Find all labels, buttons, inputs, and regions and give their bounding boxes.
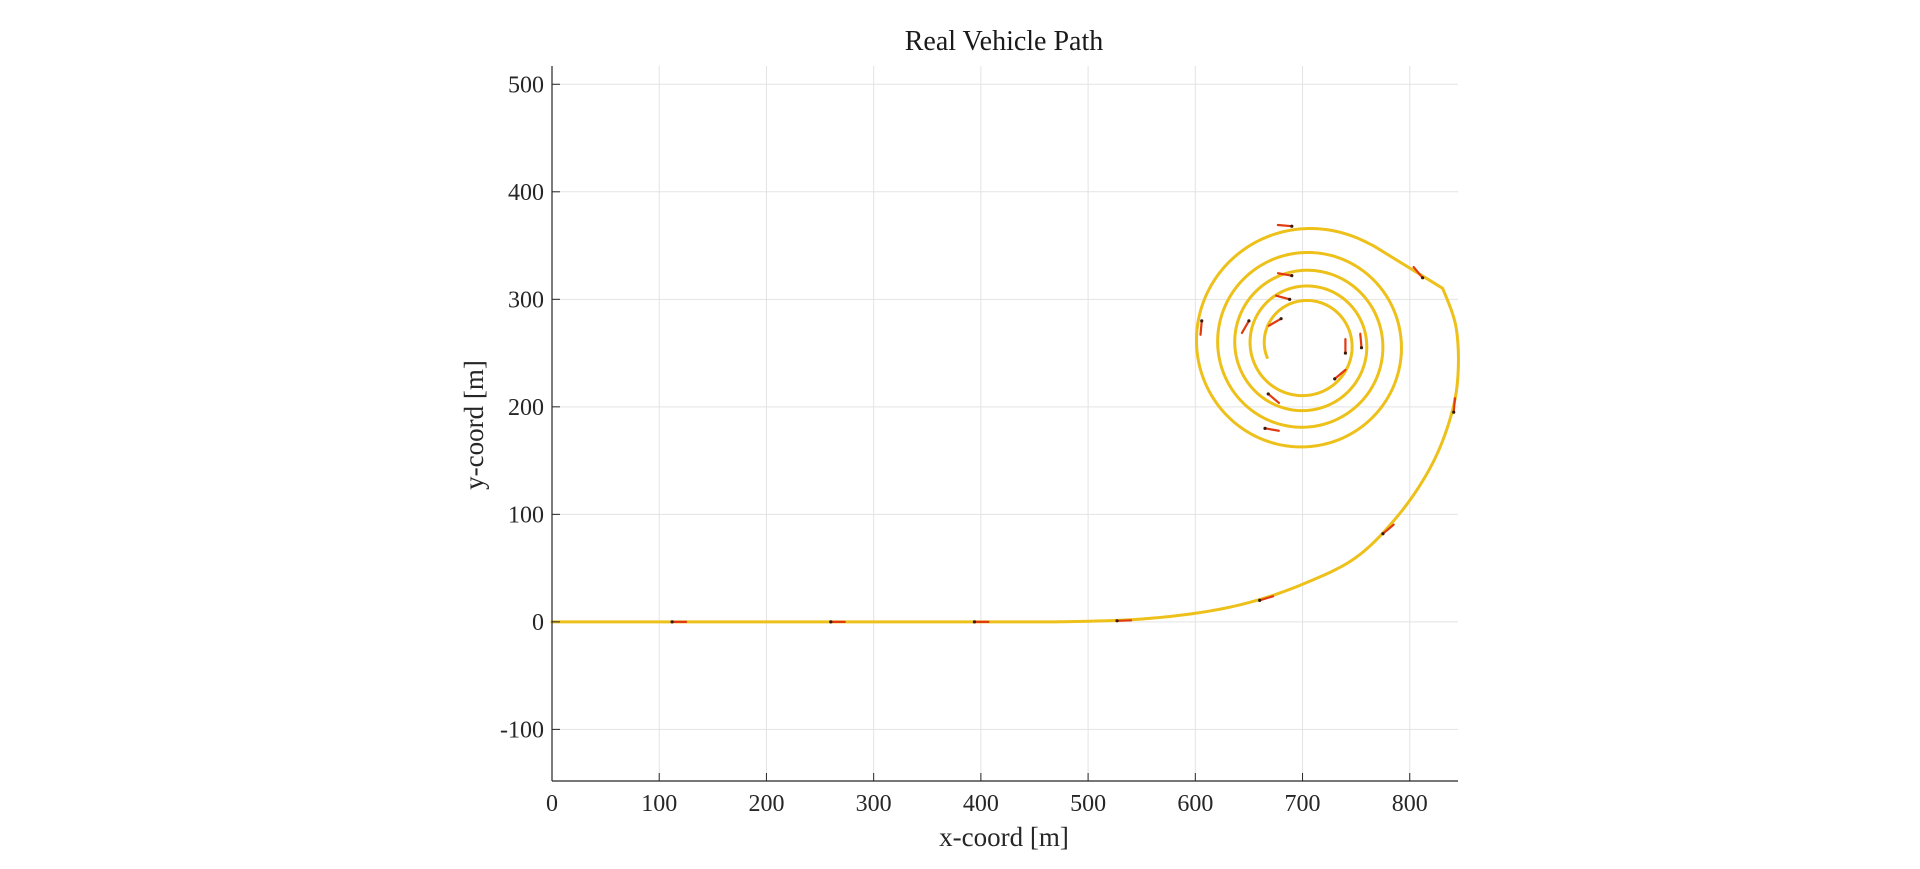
heading-marker — [1333, 368, 1347, 381]
heading-marker — [1452, 397, 1457, 414]
x-tick-label: 500 — [1070, 791, 1106, 817]
heading-marker-segment — [1240, 319, 1251, 335]
vehicle-path-line — [550, 227, 1460, 624]
x-tick-label: 700 — [1285, 791, 1321, 817]
heading-marker-dot — [1263, 426, 1267, 430]
heading-marker — [829, 620, 846, 624]
heading-marker-dot — [1258, 598, 1262, 602]
heading-marker — [1276, 223, 1294, 228]
y-tick-label: 100 — [508, 502, 544, 528]
heading-marker-dot — [829, 620, 833, 624]
x-axis-title: x-coord [m] — [939, 822, 1069, 852]
x-tick-label: 100 — [641, 791, 677, 817]
heading-marker-dot — [1279, 317, 1283, 321]
y-tick-label: 200 — [508, 395, 544, 421]
heading-marker — [1381, 523, 1395, 536]
heading-marker-dot — [1266, 392, 1270, 396]
x-tick-label: 400 — [963, 791, 999, 817]
heading-marker-segment — [1359, 332, 1363, 349]
heading-marker-dot — [1381, 532, 1385, 536]
heading-marker-segment — [1263, 427, 1280, 432]
heading-marker — [1276, 272, 1294, 278]
heading-marker-segment — [1276, 272, 1293, 277]
heading-marker — [1343, 337, 1348, 355]
heading-marker — [1275, 294, 1292, 301]
heading-marker-dot — [1200, 319, 1204, 323]
y-tick-label: -100 — [500, 717, 544, 743]
heading-marker-dot — [1290, 224, 1294, 228]
heading-marker — [1258, 595, 1275, 602]
heading-marker-dot — [1421, 276, 1425, 280]
heading-marker-layer — [670, 223, 1457, 624]
heading-marker-segment — [1381, 523, 1395, 535]
heading-marker — [1266, 392, 1281, 405]
heading-marker-segment — [1275, 294, 1291, 301]
path-layer — [550, 227, 1460, 624]
heading-marker-segment — [1452, 397, 1457, 414]
heading-marker-dot — [1288, 297, 1292, 301]
heading-marker-dot — [670, 620, 674, 624]
y-tick-label: 0 — [532, 610, 544, 636]
x-tick-label: 600 — [1177, 791, 1213, 817]
heading-marker — [1199, 319, 1204, 336]
heading-marker-segment — [1333, 368, 1347, 380]
x-tick-label: 200 — [748, 791, 784, 817]
chart-title: Real Vehicle Path — [905, 26, 1104, 57]
heading-marker — [670, 620, 688, 624]
x-tick-label: 300 — [856, 791, 892, 817]
y-axis-title: y-coord [m] — [459, 360, 489, 490]
heading-marker — [1115, 619, 1133, 623]
x-tick-label: 800 — [1392, 791, 1428, 817]
heading-marker-dot — [1247, 319, 1251, 323]
heading-marker-segment — [1267, 392, 1281, 405]
heading-marker-dot — [1290, 274, 1294, 278]
heading-marker-dot — [1452, 410, 1456, 414]
heading-marker-dot — [1359, 346, 1364, 350]
heading-marker — [1412, 265, 1425, 280]
y-tick-label: 400 — [508, 180, 544, 206]
heading-marker — [1263, 426, 1280, 432]
heading-marker-dot — [1343, 351, 1348, 355]
heading-marker-segment — [1199, 319, 1203, 336]
heading-marker-segment — [1258, 595, 1275, 602]
heading-marker — [1267, 317, 1283, 327]
y-tick-label: 500 — [508, 72, 544, 98]
heading-marker-dot — [1115, 619, 1119, 623]
heading-marker-dot — [972, 620, 977, 624]
x-tick-label: 0 — [546, 791, 558, 817]
heading-marker-segment — [1412, 265, 1424, 279]
y-tick-label: 300 — [508, 287, 544, 313]
heading-marker — [1359, 332, 1364, 350]
axis-layer: 0 100 200 300 400 500 600 700 800 -100 0 100 200 300 4… — [500, 66, 1458, 817]
heading-marker-segment — [1276, 223, 1293, 228]
heading-marker — [972, 620, 990, 624]
heading-marker — [1240, 319, 1251, 335]
heading-marker-segment — [1267, 317, 1283, 327]
heading-marker-dot — [1333, 377, 1337, 381]
